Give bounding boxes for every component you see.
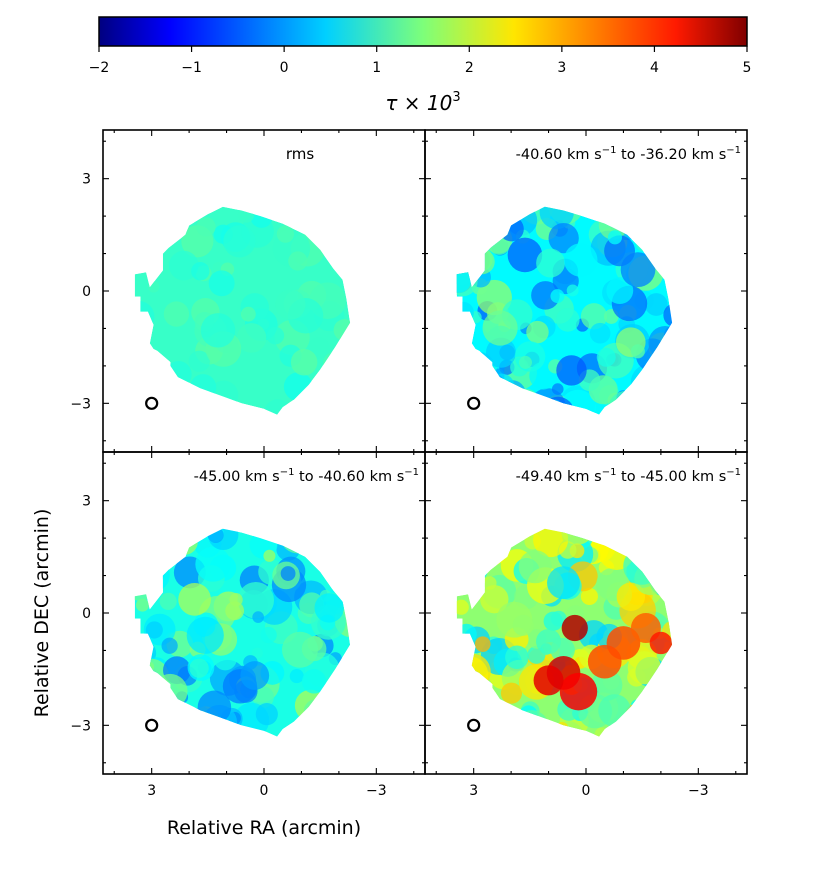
beam-marker: [467, 396, 481, 410]
optical-depth-map: [134, 206, 351, 415]
panel-title: rms: [286, 145, 315, 163]
panel-4: -49.40 km s−1 to -45.00 km s−1 3 0 −3: [424, 451, 748, 799]
colorbar-gradient: [98, 16, 748, 47]
panel-2: -40.60 km s−1 to -36.20 km s−1: [424, 129, 748, 453]
y-tick-label: 0: [82, 284, 91, 300]
colorbar-tick-label: −2: [89, 60, 110, 76]
panel-3: -45.00 km s−1 to -40.60 km s−1 3 0 −3 3 0 −3: [70, 451, 426, 799]
x-tick-label: 3: [469, 783, 478, 799]
beam-marker: [467, 718, 481, 732]
y-tick-label: 3: [82, 172, 91, 188]
x-tick-label: −3: [366, 783, 387, 799]
beam-marker: [145, 718, 159, 732]
y-tick-label: −3: [70, 396, 91, 412]
x-axis-label: Relative RA (arcmin): [167, 817, 361, 839]
x-tick-label: −3: [688, 783, 709, 799]
x-tick-label: 0: [260, 783, 269, 799]
beam-marker: [145, 396, 159, 410]
colorbar-tick-label: 4: [650, 60, 659, 76]
y-tick-label: 0: [82, 606, 91, 622]
colorbar-tick-label: −1: [181, 60, 202, 76]
colorbar-tick-label: 5: [743, 60, 752, 76]
colorbar: −2 −1 0 1 2 3 4 5 τ × 103: [89, 16, 752, 115]
colorbar-tick-label: 0: [280, 60, 289, 76]
panel-title: -40.60 km s−1 to -36.20 km s−1: [516, 145, 741, 163]
colorbar-tick-label: 1: [372, 60, 381, 76]
optical-depth-map: [456, 528, 673, 737]
panel-title: -49.40 km s−1 to -45.00 km s−1: [516, 467, 741, 485]
colorbar-label: τ × 103: [385, 90, 460, 115]
colorbar-tick-label: 2: [465, 60, 474, 76]
x-tick-label: 3: [147, 783, 156, 799]
y-axis-label: Relative DEC (arcmin): [31, 509, 53, 718]
y-tick-label: 3: [82, 494, 91, 510]
panel-1: rms 3 0 −3: [70, 129, 426, 453]
optical-depth-map: [456, 206, 673, 415]
colorbar-tick-label: 3: [557, 60, 566, 76]
x-tick-label: 0: [582, 783, 591, 799]
optical-depth-map: [134, 528, 351, 737]
panel-title: -45.00 km s−1 to -40.60 km s−1: [194, 467, 419, 485]
y-tick-label: −3: [70, 718, 91, 734]
